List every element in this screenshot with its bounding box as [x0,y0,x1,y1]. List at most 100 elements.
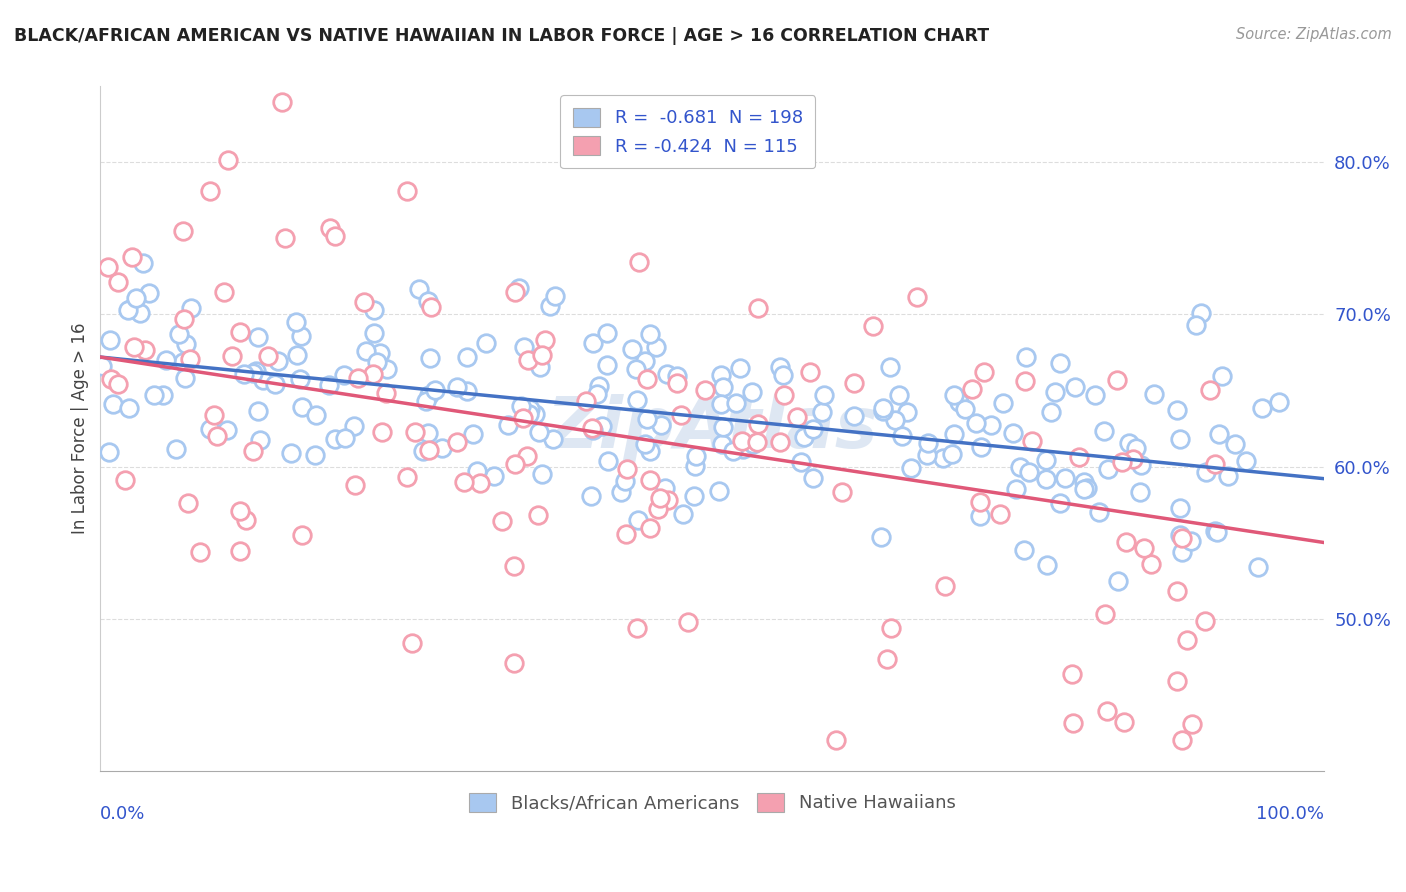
Point [1001,426,1024,441]
Point [229,325,252,339]
Point [747,417,769,431]
Point [165,442,187,457]
Point [1211,368,1233,383]
Point [343,418,366,433]
Point [174,371,197,385]
Point [1268,395,1291,409]
Point [1014,543,1036,558]
Point [172,224,194,238]
Point [970,440,993,454]
Point [512,411,534,425]
Point [685,458,707,473]
Point [202,408,225,422]
Point [634,437,657,451]
Point [883,413,905,427]
Point [842,409,865,423]
Point [650,491,672,505]
Point [900,461,922,475]
Point [1035,453,1057,467]
Point [685,449,707,463]
Point [1204,458,1226,472]
Point [1039,405,1062,419]
Point [1015,351,1038,365]
Point [773,388,796,402]
Point [1122,452,1144,467]
Point [129,306,152,320]
Point [890,428,912,442]
Point [1021,434,1043,448]
Point [887,388,910,402]
Point [624,362,647,376]
Point [117,302,139,317]
Point [1088,505,1111,519]
Point [934,579,956,593]
Point [375,385,398,400]
Point [1094,607,1116,622]
Point [415,394,437,409]
Point [801,422,824,436]
Point [257,349,280,363]
Point [229,543,252,558]
Point [1247,559,1270,574]
Point [1095,704,1118,718]
Point [173,311,195,326]
Point [1043,385,1066,400]
Point [965,416,987,430]
Point [491,515,513,529]
Point [232,367,254,381]
Point [526,508,548,522]
Point [543,289,565,303]
Point [205,429,228,443]
Point [107,376,129,391]
Point [347,371,370,385]
Point [138,285,160,300]
Point [915,448,938,462]
Point [423,383,446,397]
Point [125,291,148,305]
Point [418,388,440,402]
Point [575,394,598,409]
Text: 0.0%: 0.0% [100,805,146,823]
Point [581,421,603,435]
Point [728,361,751,376]
Point [1168,528,1191,542]
Point [152,388,174,402]
Point [470,475,492,490]
Point [614,527,637,541]
Point [693,384,716,398]
Point [212,285,235,299]
Point [344,478,367,492]
Point [905,290,928,304]
Point [291,528,314,542]
Point [896,405,918,419]
Point [1049,496,1071,510]
Point [650,417,672,432]
Point [1195,465,1218,479]
Point [710,396,733,410]
Point [245,364,267,378]
Point [943,387,966,401]
Point [973,365,995,379]
Point [366,355,388,369]
Point [155,353,177,368]
Point [1005,482,1028,496]
Point [1060,666,1083,681]
Point [101,397,124,411]
Point [412,444,434,458]
Point [745,435,768,450]
Point [1223,437,1246,451]
Point [280,446,302,460]
Point [707,483,730,498]
Point [842,376,865,390]
Point [519,402,541,417]
Point [1073,483,1095,497]
Point [335,431,357,445]
Point [395,470,418,484]
Point [523,407,546,421]
Point [503,457,526,471]
Point [683,489,706,503]
Point [1092,424,1115,438]
Point [1130,458,1153,473]
Point [1171,733,1194,747]
Point [180,301,202,315]
